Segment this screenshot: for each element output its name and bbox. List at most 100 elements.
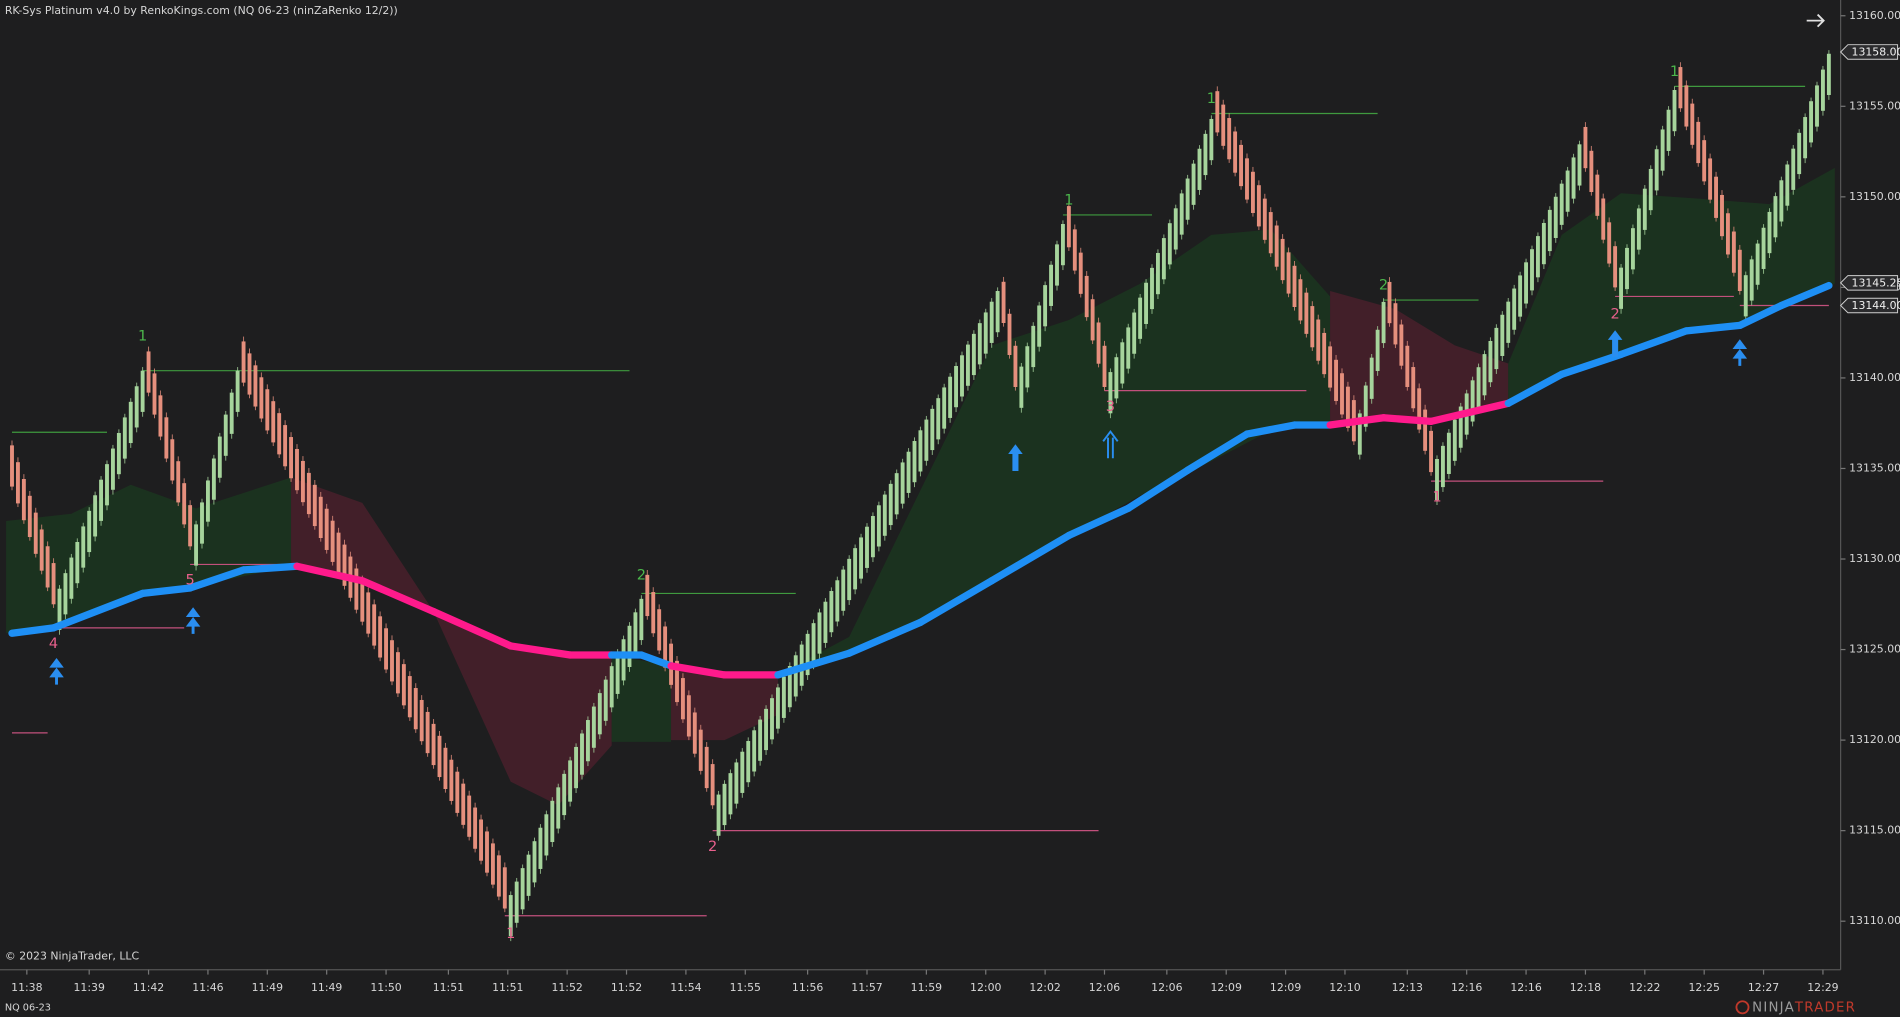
renko-bar [1399, 324, 1404, 366]
renko-bar [1440, 445, 1445, 488]
renko-bar [15, 462, 20, 504]
renko-bar [1690, 103, 1695, 145]
renko-bar [1055, 244, 1059, 286]
renko-bar [1446, 432, 1451, 474]
y-tick-label: 13120.00 [1849, 733, 1900, 746]
renko-bar [1452, 419, 1457, 461]
cloud [1330, 291, 1509, 426]
ma-segment [1504, 370, 1566, 407]
ma-segment [1617, 327, 1691, 359]
renko-bar [110, 448, 115, 490]
renko-bar [865, 526, 869, 568]
scroll-arrow[interactable] [1806, 13, 1825, 28]
renko-bar [1167, 223, 1172, 265]
renko-bar [1577, 144, 1582, 186]
renko-bar [1108, 372, 1113, 414]
renko-bar [882, 494, 887, 536]
signal-arrow [49, 657, 64, 685]
swing-label: 1 [506, 926, 515, 942]
renko-bar [188, 505, 193, 547]
x-tick-label: 11:50 [370, 981, 401, 994]
renko-bar [1292, 265, 1297, 308]
renko-bar [995, 291, 1000, 333]
x-tick-label: 11:49 [252, 981, 283, 994]
renko-bar [1245, 158, 1249, 200]
renko-bar [1720, 194, 1724, 237]
renko-bar [295, 448, 299, 491]
renko-bar [241, 341, 246, 383]
renko-bar [1607, 222, 1612, 264]
renko-bar [924, 419, 929, 461]
renko-bar [1654, 149, 1659, 191]
renko-bar [455, 771, 460, 813]
renko-bar [645, 574, 650, 617]
renko-bar [1268, 212, 1273, 254]
renko-bar [1476, 367, 1481, 409]
renko-bar [1215, 91, 1220, 133]
renko-bar [1809, 101, 1813, 143]
renko-bar [461, 783, 466, 825]
renko-bar [1642, 188, 1647, 230]
renko-bar [1114, 357, 1119, 399]
renko-bar [585, 720, 590, 762]
x-tick-label: 12:06 [1089, 981, 1120, 994]
renko-bar [1286, 252, 1291, 294]
renko-bar [538, 827, 543, 869]
swing-label: 1 [138, 328, 147, 344]
renko-bar [746, 741, 751, 783]
renko-bar [170, 439, 175, 481]
ma-segment [138, 584, 194, 598]
signal-arrow [1607, 330, 1623, 357]
renko-bar [1737, 249, 1742, 292]
renko-bar [122, 417, 127, 459]
renko-bar [443, 747, 448, 790]
renko-bar [520, 868, 525, 910]
renko-bar [639, 598, 644, 641]
renko-bar [1078, 252, 1083, 294]
renko-bar [116, 432, 121, 475]
renko-bar [164, 417, 169, 459]
renko-bar [1185, 178, 1190, 220]
renko-bar [39, 529, 44, 571]
renko-bar [633, 612, 638, 654]
renko-bar [1702, 140, 1707, 182]
renko-bar [318, 496, 323, 539]
renko-bar [490, 843, 495, 885]
renko-bar [449, 759, 454, 801]
swing-label: 1 [1207, 91, 1216, 107]
ma-segment [1682, 321, 1744, 335]
x-tick-label: 11:59 [911, 981, 942, 994]
renko-bar [1120, 342, 1125, 384]
renko-bar [277, 413, 282, 455]
logo: NINJATRADER [1735, 1000, 1855, 1015]
renko-bar [1512, 288, 1517, 330]
renko-bar [894, 473, 899, 515]
renko-bar [1066, 206, 1071, 248]
renko-bar [1613, 246, 1618, 288]
renko-bar [704, 746, 709, 789]
renko-bar [51, 563, 56, 605]
renko-bar [1369, 357, 1374, 399]
renko-bar [775, 687, 780, 729]
ma-segment [507, 642, 574, 659]
renko-bar [859, 537, 863, 579]
renko-bar [960, 355, 964, 397]
renko-bar [1197, 148, 1202, 190]
renko-bar [21, 479, 26, 521]
renko-bar [1518, 275, 1523, 317]
renko-bar [954, 366, 958, 408]
renko-bar [1785, 164, 1790, 206]
renko-bar [1227, 118, 1232, 160]
renko-bar [1749, 259, 1754, 301]
ma-segment [1379, 414, 1435, 426]
renko-bar [948, 376, 953, 418]
swing-label: 2 [1610, 307, 1619, 323]
x-tick-label: 12:09 [1211, 981, 1242, 994]
x-tick-label: 11:57 [851, 981, 882, 994]
renko-bar [1429, 430, 1433, 473]
renko-bar [1173, 208, 1178, 250]
renko-bar [829, 591, 834, 633]
renko-bar [502, 867, 507, 909]
renko-bar [425, 711, 430, 754]
renko-bar [1138, 297, 1143, 339]
